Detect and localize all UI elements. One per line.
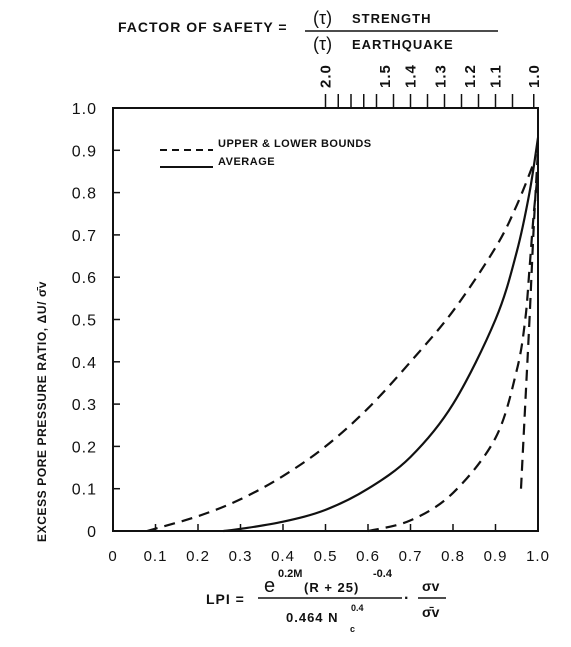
top-axis-label: 1.1 bbox=[488, 64, 505, 88]
tau-numerator: (τ) bbox=[313, 8, 332, 28]
formula-denominator: 0.464 N bbox=[286, 610, 339, 625]
y-tick-label: 0.8 bbox=[72, 186, 97, 203]
formula-subscript-c: c bbox=[350, 624, 355, 634]
y-tick-label: 1.0 bbox=[72, 101, 97, 118]
formula-exponent-r: -0.4 bbox=[373, 568, 393, 580]
y-tick-label: 0.7 bbox=[72, 228, 97, 245]
x-tick-label: 0.4 bbox=[271, 548, 295, 565]
y-tick-label: 0.6 bbox=[72, 270, 97, 287]
y-tick-label: 0.3 bbox=[72, 397, 97, 414]
x-tick-label: 0.3 bbox=[229, 548, 253, 565]
bound-curve-2 bbox=[367, 171, 540, 533]
top-axis-label: 1.4 bbox=[403, 64, 420, 88]
y-tick-label: 0.4 bbox=[72, 355, 97, 372]
lpi-formula: LPI = e 0.2M (R + 25) -0.4 0.464 N c 0.4… bbox=[206, 568, 446, 634]
x-tick-label: 0 bbox=[108, 548, 117, 565]
formula-dot: · bbox=[404, 590, 409, 607]
x-tick-label: 0.2 bbox=[186, 548, 210, 565]
y-tick-label: 0.9 bbox=[72, 143, 97, 160]
formula-exponent-n: 0.4 bbox=[351, 603, 364, 613]
formula-r-term: (R + 25) bbox=[304, 580, 359, 595]
y-tick-label: 0.1 bbox=[72, 482, 97, 499]
x-tick-label: 1.0 bbox=[526, 548, 550, 565]
y-axis-label: EXCESS PORE PRESSURE RATIO, ΔU/ σ̄v bbox=[35, 281, 49, 542]
top-axis-label: 2.0 bbox=[318, 64, 335, 88]
formula-sigma-numerator: σv bbox=[422, 578, 440, 594]
legend-solid-label: AVERAGE bbox=[218, 156, 275, 168]
denominator-word: EARTHQUAKE bbox=[352, 37, 454, 52]
legend-dashed-label: UPPER & LOWER BOUNDS bbox=[218, 138, 372, 150]
y-tick-label: 0.5 bbox=[72, 313, 97, 330]
formula-sigma-denominator: σ̄v bbox=[422, 604, 440, 620]
formula-exponent-m: 0.2M bbox=[278, 568, 302, 580]
top-axis-label: 1.5 bbox=[377, 64, 394, 88]
average-curve-1 bbox=[223, 137, 540, 533]
x-tick-label: 0.1 bbox=[144, 548, 168, 565]
numerator-word: STRENGTH bbox=[352, 11, 432, 26]
x-tick-label: 0.7 bbox=[399, 548, 423, 565]
tau-denominator: (τ) bbox=[313, 34, 332, 54]
x-tick-label: 0.6 bbox=[356, 548, 380, 565]
x-tick-label: 0.5 bbox=[314, 548, 338, 565]
lpi-lhs: LPI = bbox=[206, 591, 245, 607]
bound-curve-0 bbox=[146, 162, 535, 533]
factor-of-safety-prefix: FACTOR OF SAFETY = bbox=[118, 19, 288, 35]
x-axis: 0 0.1 0.2 0.3 0.4 0.5 0.6 0.7 0.8 0.9 1.0 bbox=[108, 524, 550, 565]
x-tick-label: 0.9 bbox=[484, 548, 508, 565]
factor-of-safety-header: FACTOR OF SAFETY = (τ) STRENGTH (τ) EART… bbox=[118, 8, 498, 54]
top-factor-of-safety-axis: 2.0 1.5 1.4 1.3 1.2 1.1 1.0 bbox=[318, 64, 543, 108]
y-axis: 0 0.1 0.2 0.3 0.4 0.5 0.6 0.7 0.8 0.9 1.0 bbox=[72, 101, 120, 541]
top-axis-label: 1.2 bbox=[462, 64, 479, 88]
data-series bbox=[146, 137, 540, 533]
y-tick-label: 0.2 bbox=[72, 439, 97, 456]
formula-e: e bbox=[264, 575, 275, 597]
plot-frame bbox=[112, 107, 539, 532]
top-axis-label: 1.0 bbox=[526, 64, 543, 88]
bound-curve-3 bbox=[519, 150, 540, 489]
legend: UPPER & LOWER BOUNDS AVERAGE bbox=[160, 138, 372, 168]
y-tick-label: 0 bbox=[87, 524, 97, 541]
top-axis-label: 1.3 bbox=[432, 64, 449, 88]
x-tick-label: 0.8 bbox=[441, 548, 465, 565]
